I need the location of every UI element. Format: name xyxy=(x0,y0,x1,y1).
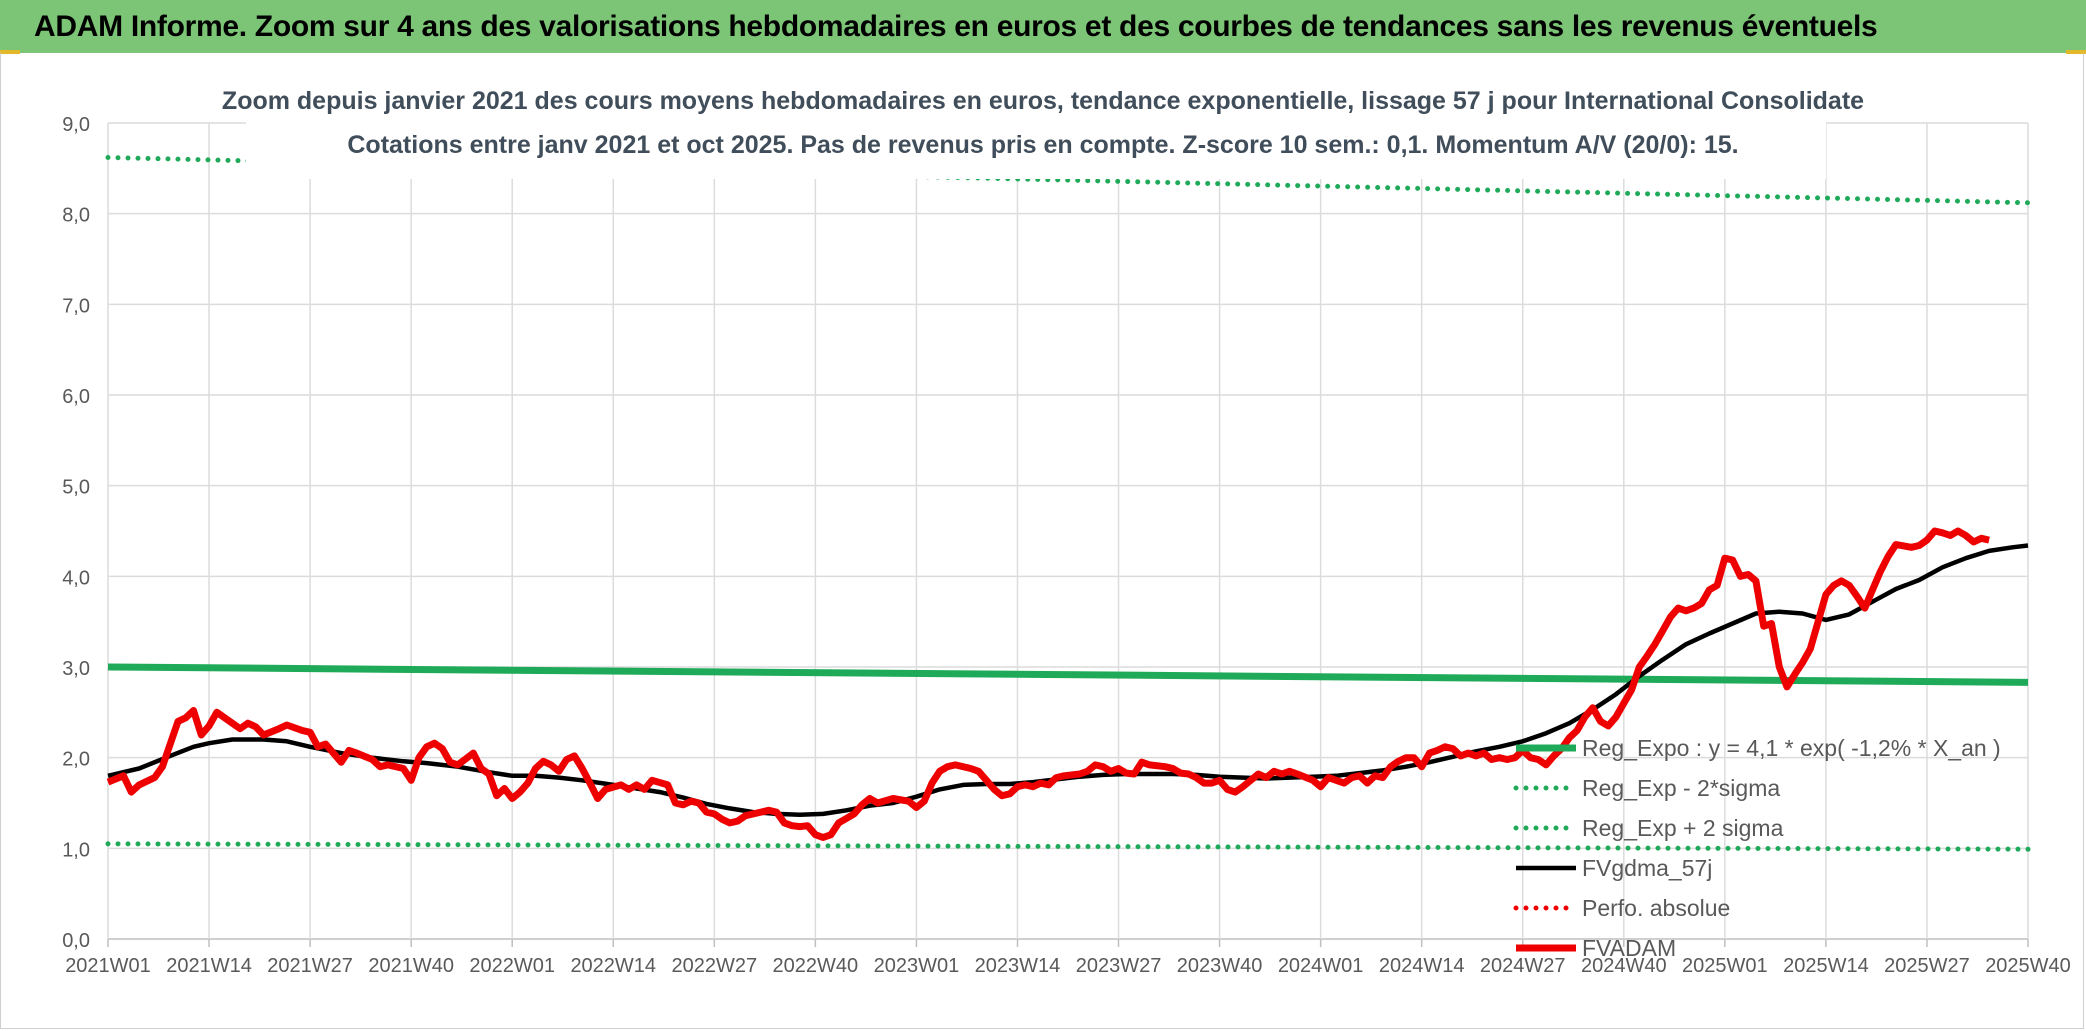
x-tick-label: 2021W27 xyxy=(267,955,353,977)
x-tick-label: 2022W40 xyxy=(773,955,859,977)
y-tick-label: 5,0 xyxy=(62,477,90,499)
y-tick-label: 0,0 xyxy=(62,930,90,952)
x-tick-label: 2021W14 xyxy=(166,955,252,977)
x-tick-label: 2023W14 xyxy=(975,955,1061,977)
chart-frame: 0,0 1,0 2,0 3,0 4,0 5,0 6,0 7,0 8,0 9,0 2021W01 20… xyxy=(0,53,2084,1029)
x-tick-label: 2021W40 xyxy=(368,955,454,977)
y-tick-label: 2,0 xyxy=(62,749,90,771)
x-tick-label: 2023W01 xyxy=(874,955,960,977)
y-tick-label: 9,0 xyxy=(62,114,90,136)
x-tick-label: 2024W27 xyxy=(1480,955,1566,977)
y-tick-label: 3,0 xyxy=(62,658,90,680)
x-tick-label: 2024W14 xyxy=(1379,955,1465,977)
x-tick-label: 2024W01 xyxy=(1278,955,1364,977)
title-background xyxy=(246,79,1826,179)
x-tick-label: 2023W40 xyxy=(1177,955,1263,977)
chart-title: Zoom depuis janvier 2021 des cours moyen… xyxy=(222,87,1864,115)
series-line-1 xyxy=(107,663,2029,686)
x-tick-label: 2024W40 xyxy=(1581,955,1667,977)
header-banner: ADAM Informe. Zoom sur 4 ans des valoris… xyxy=(0,0,2086,54)
x-tick-label: 2025W27 xyxy=(1884,955,1970,977)
x-tick-label: 2025W14 xyxy=(1783,955,1869,977)
y-tick-label: 7,0 xyxy=(62,295,90,317)
chart-canvas: 0,01,02,03,04,05,06,07,08,09,0 2021W01 20… xyxy=(62,79,2071,977)
legend-label: FVgdma_57j xyxy=(1582,855,1712,881)
x-tick-label: 2025W01 xyxy=(1682,955,1768,977)
banner-title: ADAM Informe. Zoom sur 4 ans des valoris… xyxy=(34,9,1878,43)
series-line-4 xyxy=(107,543,2029,818)
y-tick-label: 8,0 xyxy=(62,205,90,227)
x-axis-ticks: 2021W01 2021W14 2021W27 2021W40 2022W01 2022W… xyxy=(65,955,2071,977)
x-tick-label: 2022W14 xyxy=(570,955,656,977)
legend-label: FVADAM xyxy=(1582,935,1676,961)
x-tick-label: 2022W27 xyxy=(672,955,758,977)
series-line-2 xyxy=(105,841,2031,852)
legend-label: Reg_Expo : y = 4,1 * exp( -1,2% * X_an ) xyxy=(1582,735,2001,761)
banner-accent-left xyxy=(0,50,20,54)
banner-accent-right xyxy=(2066,50,2086,54)
chart-titles: Zoom depuis janvier 2021 des cours moyen… xyxy=(222,79,1864,179)
series-line-6 xyxy=(106,527,1990,841)
y-tick-label: 4,0 xyxy=(62,567,90,589)
x-tick-label: 2022W01 xyxy=(469,955,555,977)
legend-label: Reg_Exp - 2*sigma xyxy=(1582,775,1780,801)
chart-legend: Reg_Expo : y = 4,1 * exp( -1,2% * X_an )… xyxy=(1513,735,2001,961)
y-axis-ticks: 0,0 1,0 2,0 3,0 4,0 5,0 6,0 7,0 8,0 9,0 xyxy=(62,114,90,952)
x-tick-label: 2025W40 xyxy=(1985,955,2071,977)
legend-label: Reg_Exp + 2 sigma xyxy=(1582,815,1784,841)
y-tick-label: 6,0 xyxy=(62,386,90,408)
x-tick-label: 2023W27 xyxy=(1076,955,1162,977)
chart-subtitle: Cotations entre janv 2021 et oct 2025. P… xyxy=(347,131,1738,159)
legend-label: Perfo. absolue xyxy=(1582,895,1730,921)
x-tick-label: 2021W01 xyxy=(65,955,151,977)
y-tick-label: 1,0 xyxy=(62,839,90,861)
